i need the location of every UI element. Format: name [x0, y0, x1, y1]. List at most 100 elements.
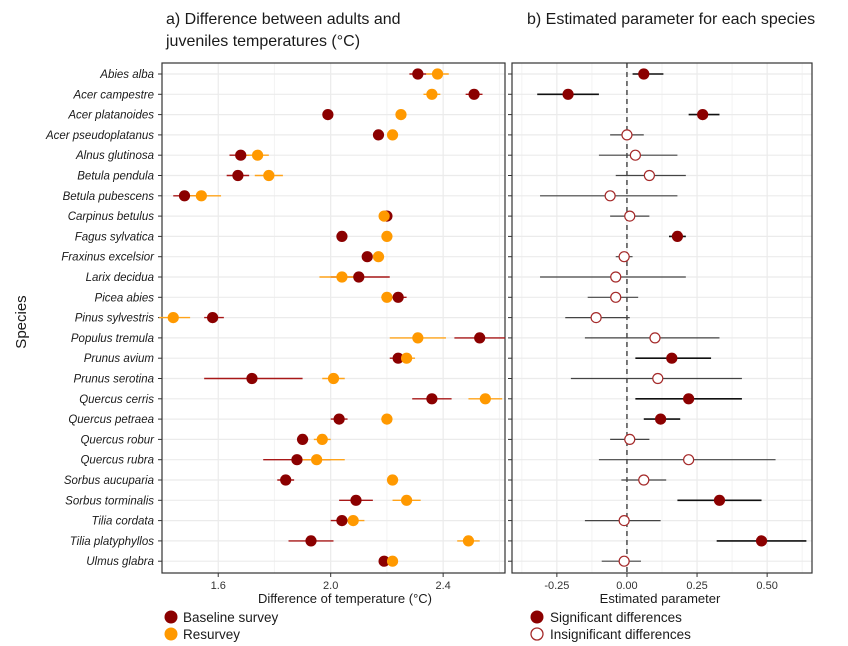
panel-a-point-baseline-survey: [246, 372, 258, 385]
panel-a-point-resurvey: [311, 454, 323, 466]
panel-a-point-resurvey: [386, 555, 399, 567]
panel-b-point-insignificant: [604, 190, 616, 202]
panel-a-point-baseline-survey: [291, 454, 303, 466]
panel-b-point-insignificant: [683, 454, 695, 466]
species-label: Acer pseudoplatanus: [45, 130, 154, 142]
species-label: Alnus glutinosa: [75, 150, 154, 162]
panel-b-point-insignificant: [649, 332, 661, 344]
panel-a-point-baseline-survey: [412, 68, 424, 80]
panel-a-point-resurvey: [386, 474, 399, 486]
panel-b-point-significant: [713, 494, 726, 506]
panel-b-point-significant: [671, 230, 684, 242]
panel-b-point-insignificant: [624, 210, 636, 222]
panel-a-point-resurvey: [167, 312, 179, 324]
panel-b-point-insignificant: [590, 312, 602, 324]
legend-baseline-marker: [164, 610, 178, 624]
species-label: Prunus avium: [84, 353, 155, 365]
species-label: Quercus robur: [80, 434, 155, 446]
panel-b-x-tick-label: 0.50: [756, 580, 777, 592]
panel-a-point-resurvey: [336, 271, 348, 283]
panel-b-x-tick-label: -0.25: [544, 580, 569, 592]
species-label: Betula pendula: [77, 171, 154, 183]
legend-resurvey-label: Resurvey: [183, 627, 240, 642]
panel-a-point-baseline-survey: [426, 393, 438, 405]
panel-b-point-insignificant: [618, 514, 630, 527]
panel-a-point-baseline-survey: [235, 149, 247, 161]
legend-baseline-label: Baseline survey: [183, 610, 279, 625]
legend-insignificant-label: Insignificant differences: [550, 627, 691, 642]
species-label: Pinus sylvestris: [75, 313, 154, 325]
panel-a-point-resurvey: [395, 109, 407, 121]
panel-a-point-baseline-survey: [178, 190, 191, 202]
panel-a-point-resurvey: [372, 251, 385, 263]
panel-a-point-resurvey: [400, 352, 413, 364]
panel-a-point-resurvey: [431, 68, 444, 80]
species-label: Betula pubescens: [63, 191, 155, 203]
species-label: Fraxinus excelsior: [61, 252, 155, 264]
panel-a-point-baseline-survey: [353, 271, 365, 283]
panel-a-plot: 1.6 2.0 2.4: [158, 62, 506, 592]
panel-b-point-insignificant: [643, 169, 655, 182]
panel-a-point-resurvey: [462, 535, 475, 547]
panel-a-point-resurvey: [381, 413, 393, 425]
species-label: Tilia platyphyllos: [70, 536, 155, 548]
panel-b-x-axis-label: Estimated parameter: [600, 591, 721, 606]
species-labels: Abies alba Acer campestre Acer platanoides…: [45, 69, 155, 568]
panel-a-point-baseline-survey: [350, 494, 362, 506]
species-label: Sorbus torminalis: [65, 495, 154, 507]
species-label: Quercus rubra: [80, 455, 154, 467]
panel-a-point-baseline-survey: [392, 291, 404, 303]
panel-a-point-baseline-survey: [296, 433, 309, 445]
legend-a: Baseline survey Resurvey: [164, 610, 279, 642]
species-label: Acer campestre: [72, 89, 154, 101]
panel-b-point-significant: [755, 535, 768, 547]
panel-b-point-insignificant: [629, 149, 641, 161]
panel-a-point-baseline-survey: [474, 332, 486, 344]
species-label: Carpinus betulus: [68, 211, 155, 223]
panel-b-x-tick-label: 0.00: [616, 580, 637, 592]
panel-a-point-baseline-survey: [336, 230, 348, 242]
panel-a-point-baseline-survey: [207, 312, 219, 324]
panel-a-point-resurvey: [400, 494, 413, 506]
panel-b-point-insignificant: [652, 372, 664, 385]
legend-significant-label: Significant differences: [550, 610, 682, 625]
panel-b-point-insignificant: [638, 474, 650, 486]
panel-a-point-baseline-survey: [333, 413, 345, 425]
species-label: Larix decidua: [86, 272, 154, 284]
legend-resurvey-marker: [164, 627, 178, 641]
panel-a-point-baseline-survey: [280, 474, 292, 486]
legend-significant-marker: [530, 610, 544, 624]
panel-a-point-baseline-survey: [305, 535, 317, 547]
panel-a-point-resurvey: [381, 291, 393, 303]
panel-a-point-baseline-survey: [392, 352, 404, 364]
panel-a-point-resurvey: [412, 332, 424, 344]
panel-a-point-baseline-survey: [322, 109, 334, 121]
species-label: Acer platanoides: [67, 110, 154, 122]
species-label: Sorbus aucuparia: [64, 475, 154, 487]
panel-a-point-resurvey: [386, 129, 399, 141]
species-label: Ulmus glabra: [86, 556, 154, 568]
panel-a-x-tick-label: 2.0: [323, 580, 338, 592]
panel-a-point-baseline-survey: [372, 129, 385, 141]
species-label: Quercus petraea: [68, 414, 154, 426]
species-label: Fagus sylvatica: [75, 231, 154, 243]
panel-a-point-resurvey: [479, 393, 491, 405]
panel-a-point-resurvey: [347, 515, 359, 527]
panel-b-point-significant: [638, 68, 650, 80]
panel-b-point-insignificant: [621, 129, 633, 141]
species-label: Prunus serotina: [73, 374, 154, 386]
panel-a-point-resurvey: [263, 169, 275, 182]
panel-a-point-resurvey: [251, 149, 264, 161]
panel-b-point-significant: [683, 393, 695, 405]
panel-b-plot: -0.25 0.00 0.25 0.50: [508, 62, 813, 592]
panel-b-point-significant: [562, 88, 574, 100]
legend-b: Significant differences Insignificant di…: [530, 610, 691, 642]
legend-insignificant-marker: [530, 627, 544, 641]
panel-a-x-tick-label: 1.6: [211, 580, 226, 592]
y-axis-label: Species: [13, 295, 30, 348]
panel-a-point-resurvey: [316, 433, 328, 445]
panel-a-point-baseline-survey: [378, 555, 390, 567]
panel-a-point-resurvey: [381, 230, 393, 242]
species-label: Picea abies: [95, 292, 155, 304]
